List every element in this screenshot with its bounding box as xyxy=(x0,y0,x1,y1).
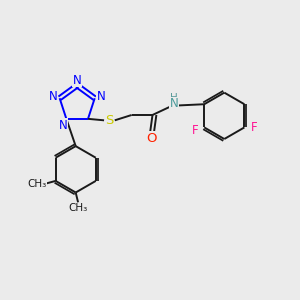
Text: N: N xyxy=(97,90,106,103)
Text: F: F xyxy=(192,124,199,137)
Text: CH₃: CH₃ xyxy=(27,179,46,189)
Text: O: O xyxy=(147,132,157,145)
Text: CH₃: CH₃ xyxy=(68,203,88,213)
Text: N: N xyxy=(49,90,58,103)
Text: N: N xyxy=(170,97,178,110)
Text: F: F xyxy=(250,121,257,134)
Text: N: N xyxy=(73,74,82,87)
Text: H: H xyxy=(170,93,178,103)
Text: S: S xyxy=(105,114,114,127)
Text: N: N xyxy=(59,119,68,132)
